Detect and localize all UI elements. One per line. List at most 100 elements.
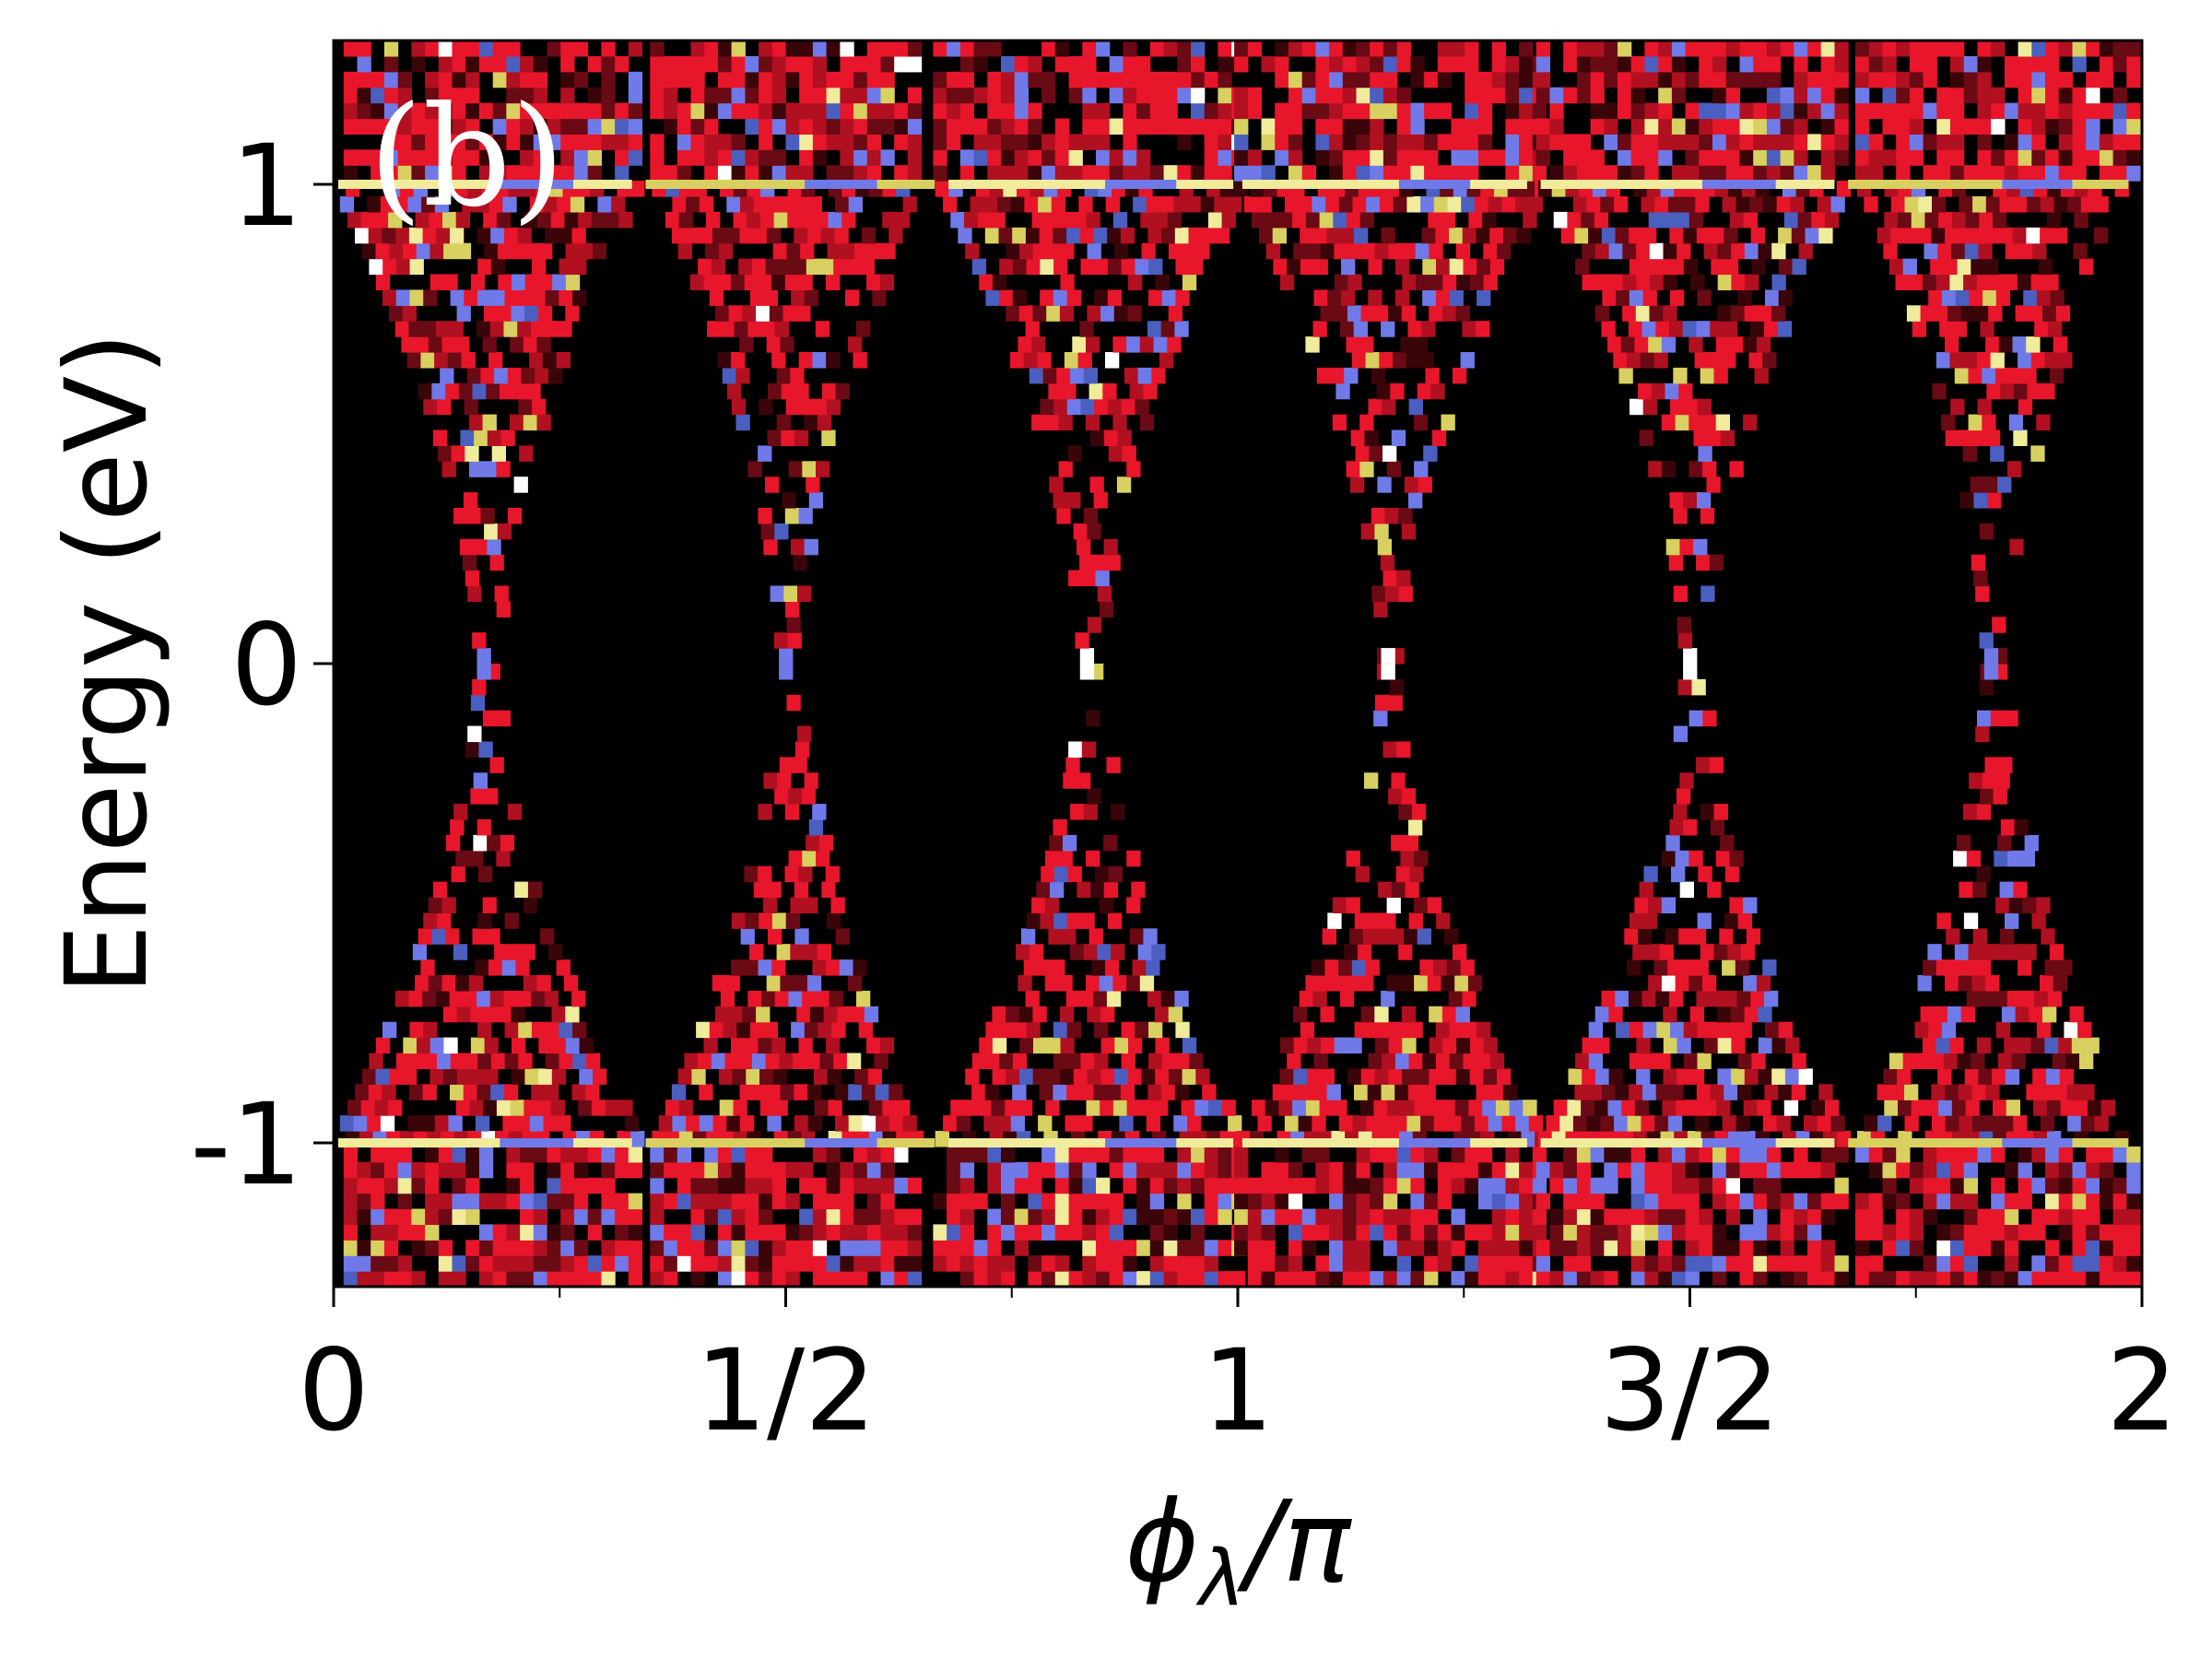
heatmap-cell: [1753, 134, 1768, 150]
heatmap-cell: [489, 990, 505, 1007]
heatmap-cell: [717, 87, 733, 104]
heatmap-center-cell: [477, 648, 491, 665]
heatmap-cell: [1046, 1037, 1062, 1054]
heatmap-cell: [527, 881, 543, 899]
heatmap-cell: [1855, 149, 1870, 166]
heatmap-cell: [2053, 975, 2067, 992]
heatmap-cell: [452, 87, 466, 104]
heatmap-cell: [907, 102, 923, 120]
heatmap-cell: [560, 1177, 575, 1194]
heatmap-cell: [854, 242, 869, 260]
heatmap-cell: [809, 1006, 825, 1023]
heatmap-cell: [1065, 757, 1080, 773]
heatmap-cell: [1930, 258, 1945, 276]
heatmap-cell: [840, 1208, 854, 1225]
heatmap-cell: [1342, 149, 1358, 166]
heatmap-cell: [1586, 196, 1601, 213]
heatmap-cell: [615, 1208, 629, 1225]
heatmap-cell: [1601, 990, 1616, 1007]
heatmap-cell: [853, 165, 868, 182]
heatmap-cell: [1218, 1193, 1232, 1210]
heatmap-cell: [1342, 55, 1358, 73]
heatmap-cell: [1163, 118, 1178, 135]
heatmap-cell: [1883, 1068, 1898, 1085]
heatmap-cell: [408, 990, 423, 1007]
heatmap-cell: [1476, 227, 1490, 244]
heatmap-cell: [1594, 1006, 1609, 1023]
heatmap-cell: [2086, 102, 2100, 120]
heatmap-cell: [704, 102, 719, 120]
heatmap-cell: [1618, 41, 1632, 57]
heatmap-cell: [578, 1100, 593, 1116]
heatmap-cell: [1068, 1161, 1083, 1179]
heatmap-cell: [979, 1037, 994, 1054]
heatmap-cell: [1630, 134, 1645, 150]
heatmap-cell: [1936, 149, 1951, 166]
heatmap-cell: [615, 134, 629, 150]
heatmap-cell: [1977, 149, 1992, 166]
heatmap-cell: [1780, 1255, 1794, 1272]
heatmap-cell: [1477, 1021, 1491, 1039]
x-axis-title-symbol: ϕ: [1125, 1477, 1199, 1607]
heatmap-cell: [571, 990, 586, 1007]
heatmap-cell: [1642, 289, 1657, 306]
heatmap-cell: [1753, 1161, 1768, 1179]
heatmap-cell: [1391, 881, 1406, 899]
heatmap-cell: [1820, 118, 1835, 135]
heatmap-cell: [1401, 523, 1417, 540]
heatmap-cell: [907, 134, 923, 150]
heatmap-cell: [1743, 897, 1758, 913]
heatmap-cell: [1368, 289, 1382, 306]
heatmap-cell: [1453, 944, 1467, 960]
heatmap-cell: [876, 1115, 890, 1132]
heatmap-cell: [506, 1161, 521, 1179]
heatmap-cell: [1630, 1053, 1644, 1069]
heatmap-cell: [2126, 134, 2141, 150]
heatmap-cell: [1715, 336, 1730, 353]
heatmap-cell: [1476, 321, 1490, 337]
heatmap-cell: [1153, 336, 1168, 353]
heatmap-cell: [1608, 1006, 1623, 1023]
flat-band-segment: [1848, 180, 2129, 189]
heatmap-cell: [874, 1053, 888, 1069]
heatmap-cell: [1449, 227, 1464, 244]
heatmap-cell: [1688, 461, 1703, 477]
heatmap-cell: [1661, 461, 1677, 477]
heatmap-cell: [782, 305, 797, 322]
heatmap-cell: [793, 554, 807, 571]
heatmap-cell: [1112, 1100, 1128, 1116]
heatmap-cell: [1519, 55, 1534, 73]
heatmap-cell: [488, 959, 503, 976]
heatmap-cell: [1094, 258, 1109, 276]
heatmap-cell: [1697, 398, 1712, 416]
heatmap-cell: [1711, 1021, 1725, 1039]
heatmap-cell: [1632, 944, 1647, 960]
heatmap-cell: [630, 181, 645, 197]
heatmap-cell: [1247, 102, 1263, 120]
heatmap-cell: [1159, 352, 1174, 369]
heatmap-cell: [747, 321, 762, 337]
heatmap-cell: [812, 134, 828, 150]
heatmap-cell: [1393, 352, 1407, 369]
heatmap-cell: [1662, 211, 1677, 229]
heatmap-cell: [690, 1208, 705, 1225]
heatmap-cell: [786, 617, 801, 633]
heatmap-cell: [615, 1161, 629, 1179]
heatmap-cell: [1630, 71, 1645, 88]
heatmap-cell: [718, 242, 734, 260]
heatmap-cell: [1474, 196, 1489, 213]
heatmap-cell: [1590, 1177, 1605, 1194]
heatmap-cell: [987, 1240, 1002, 1256]
heatmap-cell: [1382, 165, 1398, 182]
heatmap-cell: [1066, 492, 1081, 509]
heatmap-cell: [1135, 1021, 1149, 1039]
heatmap-cell: [1991, 149, 2006, 166]
heatmap-cell: [1041, 1208, 1056, 1225]
heatmap-cell: [717, 352, 732, 369]
heatmap-cell: [2045, 1193, 2060, 1210]
heatmap-cell: [1404, 477, 1419, 493]
heatmap-cell: [1218, 55, 1232, 73]
heatmap-cell: [1744, 242, 1759, 260]
heatmap-cell: [1215, 227, 1230, 244]
heatmap-cell: [2006, 990, 2022, 1007]
